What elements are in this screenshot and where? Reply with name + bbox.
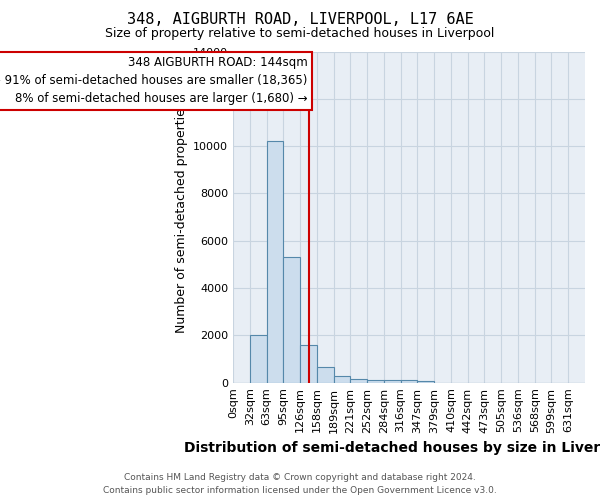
Bar <box>283 258 300 382</box>
Text: 348, AIGBURTH ROAD, LIVERPOOL, L17 6AE: 348, AIGBURTH ROAD, LIVERPOOL, L17 6AE <box>127 12 473 28</box>
Y-axis label: Number of semi-detached properties: Number of semi-detached properties <box>175 102 188 333</box>
Bar <box>350 378 367 382</box>
Bar <box>300 345 317 383</box>
Bar <box>266 142 283 382</box>
Bar <box>384 380 401 382</box>
Text: Contains HM Land Registry data © Crown copyright and database right 2024.
Contai: Contains HM Land Registry data © Crown c… <box>103 474 497 495</box>
Bar <box>367 380 384 382</box>
Bar <box>401 380 418 382</box>
Bar <box>334 376 350 382</box>
Text: 348 AIGBURTH ROAD: 144sqm
← 91% of semi-detached houses are smaller (18,365)
8% : 348 AIGBURTH ROAD: 144sqm ← 91% of semi-… <box>0 56 307 105</box>
Text: Size of property relative to semi-detached houses in Liverpool: Size of property relative to semi-detach… <box>106 28 494 40</box>
Bar <box>250 336 266 382</box>
X-axis label: Distribution of semi-detached houses by size in Liverpool: Distribution of semi-detached houses by … <box>184 441 600 455</box>
Bar <box>317 368 334 382</box>
